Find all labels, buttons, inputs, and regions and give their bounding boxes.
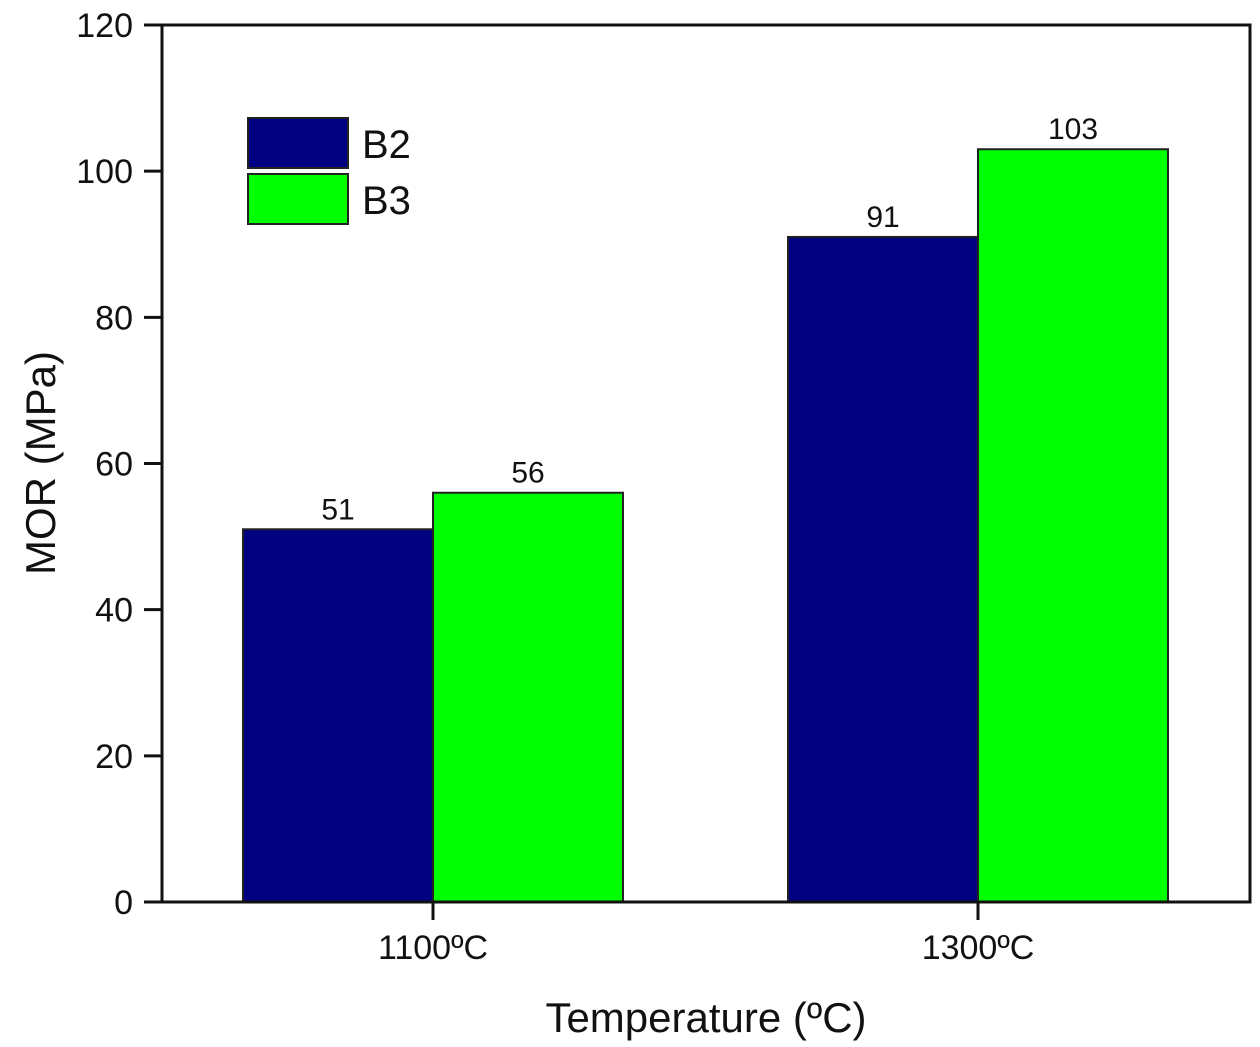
y-tick-label: 60 <box>95 446 133 484</box>
legend-swatch-b2 <box>247 117 349 169</box>
legend-label: B3 <box>362 179 411 223</box>
x-axis-title: Temperature (ºC) <box>545 994 866 1041</box>
y-tick-label: 120 <box>76 7 133 45</box>
data-label: 51 <box>321 493 354 526</box>
y-tick-label: 40 <box>95 592 133 630</box>
x-axis: 1100ºC 1300ºC <box>378 902 1034 967</box>
bar-b2 <box>787 235 979 904</box>
y-tick-label: 100 <box>76 153 133 191</box>
data-label: 56 <box>511 457 544 490</box>
bar-b2 <box>242 528 434 904</box>
y-tick-label: 80 <box>95 299 133 337</box>
legend-swatch-b3 <box>247 173 349 225</box>
y-tick-label: 20 <box>95 738 133 776</box>
bar-b3 <box>977 148 1169 904</box>
y-axis: 0 20 40 60 80 100 120 <box>76 7 162 922</box>
bars-layer: 51 56 91 103 <box>242 113 1169 904</box>
x-tick-label: 1300ºC <box>922 929 1035 967</box>
x-tick-label: 1100ºC <box>378 929 488 967</box>
data-label: 91 <box>866 201 899 234</box>
y-tick-label: 0 <box>114 884 133 922</box>
data-label: 103 <box>1048 113 1098 146</box>
y-axis-title: MOR (MPa) <box>17 351 64 575</box>
bar-b3 <box>432 491 624 903</box>
legend-label: B2 <box>362 123 411 167</box>
